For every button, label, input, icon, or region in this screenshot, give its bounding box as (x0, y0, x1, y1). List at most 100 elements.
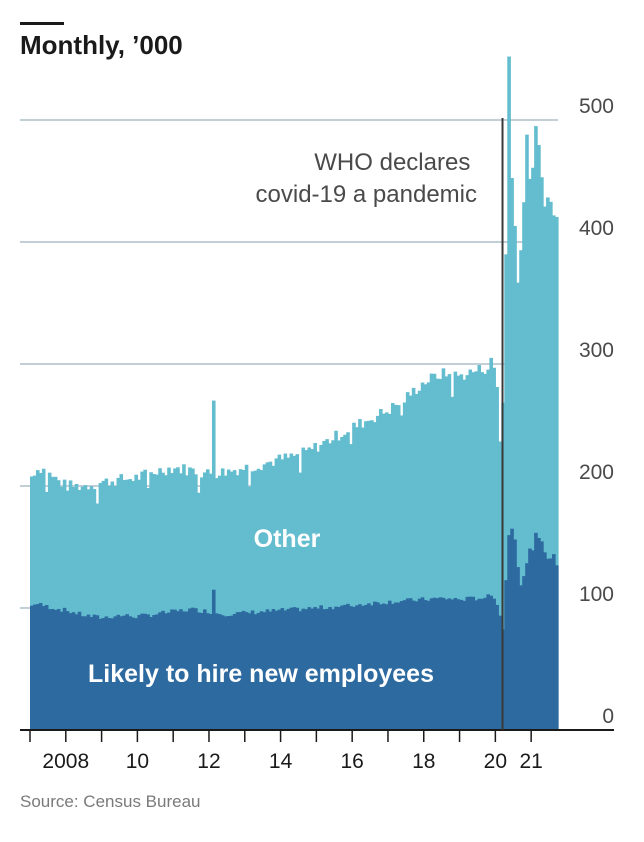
bar-other (379, 409, 383, 730)
bar-likely (316, 608, 320, 730)
bar-likely (289, 607, 294, 730)
y-tick-label-500: 500 (579, 95, 614, 118)
bar-other (313, 443, 317, 730)
bar-likely (74, 614, 79, 730)
bar-likely (543, 552, 547, 730)
bar-likely (62, 607, 67, 730)
bar-other (474, 371, 479, 730)
bar-likely (134, 618, 138, 730)
bar-other (364, 421, 368, 730)
series-likely (30, 528, 559, 730)
bar-likely (364, 604, 368, 730)
bar-likely (95, 615, 100, 730)
bar-likely (376, 602, 380, 730)
bar-other (32, 475, 37, 730)
bar-other (498, 441, 502, 730)
chart-title: Monthly, ’000 (20, 30, 183, 60)
bar-likely (498, 615, 502, 730)
bar-other (462, 379, 467, 730)
bar-likely (489, 595, 493, 730)
bar-other (358, 419, 362, 730)
bar-other (253, 470, 258, 730)
bar-other (328, 443, 332, 730)
bar-other (417, 390, 422, 730)
bar-other (316, 451, 320, 730)
bar-other (226, 469, 231, 730)
bar-likely (140, 613, 144, 730)
bar-likely (459, 599, 464, 730)
bar-likely (384, 604, 389, 730)
bar-likely (253, 614, 258, 730)
bar-other (197, 492, 201, 730)
bar-likely (549, 558, 553, 730)
bar-likely (271, 609, 276, 730)
bar-other (495, 387, 499, 730)
bar-other (396, 405, 401, 730)
bar-likely (143, 613, 147, 730)
bar-likely (128, 616, 133, 730)
bar-likely (540, 541, 544, 730)
bar-other (107, 485, 112, 730)
bar-likely (179, 609, 183, 730)
bar-likely (334, 606, 338, 730)
bar-other (47, 472, 52, 730)
bar-likely (238, 612, 243, 730)
bar-other (319, 444, 323, 730)
bar-other (352, 422, 356, 730)
bar-likely (525, 563, 529, 730)
bar-likely (182, 611, 186, 730)
bar-other (429, 373, 434, 730)
bar-other (480, 372, 485, 730)
bar-other (220, 468, 225, 730)
bar-other (373, 422, 377, 730)
bar-likely (250, 610, 255, 730)
bar-likely (423, 600, 428, 730)
bar-likely (453, 597, 458, 730)
bar-other (346, 432, 350, 730)
bar-other (125, 479, 130, 730)
bar-other (471, 372, 476, 730)
bar-likely (226, 616, 231, 730)
bar-likely (420, 597, 425, 730)
bar-other (483, 373, 488, 730)
bar-other (393, 404, 398, 730)
bar-likely (137, 615, 141, 730)
bar-other (137, 479, 141, 730)
bar-likely (92, 614, 97, 730)
bar-other (113, 486, 118, 730)
bar-likely (367, 603, 371, 730)
bar-other (259, 470, 264, 730)
annotation-line-2: covid-19 a pandemic (256, 181, 477, 208)
bar-other (38, 472, 43, 730)
x-tick-label-12: 12 (197, 750, 220, 773)
bar-other (468, 369, 473, 730)
bar-other (382, 413, 386, 730)
bar-other (173, 468, 177, 730)
bar-other (232, 470, 237, 730)
bar-likely (349, 606, 353, 730)
bar-likely (292, 607, 297, 730)
bar-other (35, 470, 40, 730)
bar-likely (113, 616, 118, 730)
series-label-other: Other (254, 525, 321, 553)
bar-likely (522, 576, 526, 730)
bar-other (161, 472, 165, 730)
bar-other (286, 457, 291, 730)
bar-other (408, 395, 413, 730)
x-tick-label-16: 16 (340, 750, 363, 773)
bar-other (283, 453, 288, 730)
bar-likely (322, 609, 326, 730)
bar-other (119, 474, 124, 730)
bar-likely (35, 604, 40, 730)
bar-likely (432, 597, 437, 730)
bar-other (528, 178, 532, 731)
bar-other (122, 480, 127, 730)
bar-likely (370, 605, 374, 730)
bar-likely (155, 614, 159, 730)
bar-other (447, 374, 452, 730)
bar-likely (38, 603, 43, 730)
bar-other (376, 415, 380, 730)
bar-likely (435, 598, 440, 730)
bar-likely (352, 606, 356, 730)
bar-other (158, 468, 162, 730)
